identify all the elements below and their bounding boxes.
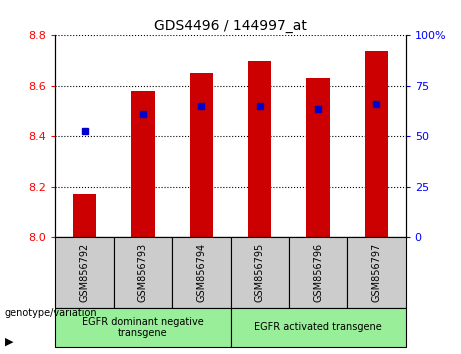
Text: GSM856793: GSM856793 <box>138 243 148 302</box>
Bar <box>131 91 154 237</box>
Bar <box>230 308 406 347</box>
Text: GSM856795: GSM856795 <box>254 243 265 302</box>
Title: GDS4496 / 144997_at: GDS4496 / 144997_at <box>154 19 307 33</box>
Text: EGFR dominant negative
transgene: EGFR dominant negative transgene <box>82 316 204 338</box>
Bar <box>248 61 272 237</box>
Bar <box>55 237 114 308</box>
Bar <box>365 51 388 237</box>
Text: genotype/variation: genotype/variation <box>5 308 97 318</box>
Bar <box>114 237 172 308</box>
Text: ▶: ▶ <box>5 337 13 347</box>
Bar <box>347 237 406 308</box>
Text: EGFR activated transgene: EGFR activated transgene <box>254 322 382 332</box>
Bar <box>55 308 230 347</box>
Text: GSM856792: GSM856792 <box>79 243 89 302</box>
Bar <box>73 194 96 237</box>
Bar <box>289 237 347 308</box>
Text: GSM856797: GSM856797 <box>372 243 382 302</box>
Text: GSM856794: GSM856794 <box>196 243 207 302</box>
Bar <box>230 237 289 308</box>
Bar <box>172 237 230 308</box>
Text: GSM856796: GSM856796 <box>313 243 323 302</box>
Bar <box>307 78 330 237</box>
Bar <box>189 73 213 237</box>
